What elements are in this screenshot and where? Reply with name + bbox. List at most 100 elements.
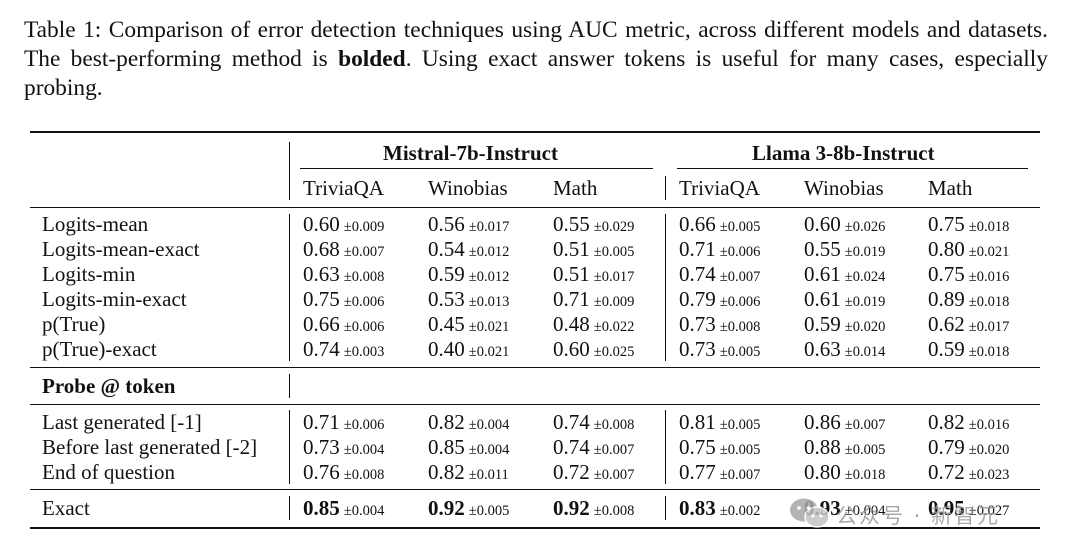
auc-std: ±0.023 [968, 467, 1010, 483]
auc-value: 0.59 [804, 312, 841, 336]
auc-std: ±0.021 [468, 319, 510, 335]
auc-value: 0.68 [303, 237, 340, 261]
table-cell: 0.75 ±0.018 [928, 212, 1009, 239]
auc-std: ±0.005 [719, 344, 761, 360]
block-a-divider-mid [665, 214, 667, 361]
auc-std: ±0.005 [719, 442, 761, 458]
auc-std: ±0.004 [844, 503, 886, 519]
table-cell: 0.51 ±0.017 [553, 262, 634, 289]
table-cell: 0.72 ±0.007 [553, 460, 634, 487]
auc-std: ±0.004 [343, 442, 385, 458]
caption-part2: . Using exact answer tokens is useful fo… [24, 46, 1048, 101]
auc-value: 0.82 [928, 410, 965, 434]
table-cell: 0.74 ±0.007 [553, 435, 634, 462]
auc-value: 0.76 [303, 460, 340, 484]
row-label: Before last generated [-2] [42, 435, 258, 459]
table-cell: 0.63 ±0.008 [303, 262, 384, 289]
auc-std: ±0.006 [343, 294, 385, 310]
auc-value: 0.54 [428, 237, 465, 261]
table-cell: 0.62 ±0.017 [928, 312, 1009, 339]
group-underline-mistral [300, 168, 653, 169]
auc-value: 0.40 [428, 337, 465, 361]
table-cell: 0.60 ±0.025 [553, 337, 634, 364]
table-cell: 0.81 ±0.005 [679, 410, 760, 437]
auc-std: ±0.012 [468, 269, 510, 285]
header-divider-left [289, 142, 291, 200]
auc-std: ±0.006 [343, 319, 385, 335]
auc-std: ±0.003 [343, 344, 385, 360]
table-cell: 0.85 ±0.004 [303, 496, 384, 523]
auc-value: 0.80 [928, 237, 965, 261]
auc-std: ±0.004 [468, 417, 510, 433]
table-cell: 0.75 ±0.016 [928, 262, 1009, 289]
auc-value: 0.63 [303, 262, 340, 286]
auc-value: 0.74 [553, 410, 590, 434]
auc-value: 0.86 [804, 410, 841, 434]
auc-value: 0.71 [303, 410, 340, 434]
table-cell: 0.60 ±0.009 [303, 212, 384, 239]
auc-value: 0.73 [679, 337, 716, 361]
bottom-rule [30, 527, 1040, 529]
auc-std: ±0.007 [343, 244, 385, 260]
auc-value: 0.89 [928, 287, 965, 311]
block-a-divider-left [289, 214, 291, 361]
auc-value: 0.72 [928, 460, 965, 484]
auc-std: ±0.007 [593, 467, 635, 483]
table-cell: 0.66 ±0.006 [303, 312, 384, 339]
table-cell: 0.45 ±0.021 [428, 312, 509, 339]
table-cell: 0.92 ±0.008 [553, 496, 634, 523]
auc-std: ±0.009 [343, 219, 385, 235]
row-label: Last generated [-1] [42, 410, 202, 434]
auc-value: 0.59 [928, 337, 965, 361]
header-rule [30, 207, 1040, 208]
auc-value: 0.81 [679, 410, 716, 434]
auc-value: 0.73 [679, 312, 716, 336]
auc-value: 0.79 [679, 287, 716, 311]
auc-std: ±0.005 [844, 442, 886, 458]
auc-std: ±0.008 [719, 319, 761, 335]
row-label: Exact [42, 496, 90, 520]
auc-value: 0.55 [553, 212, 590, 236]
auc-value: 0.66 [303, 312, 340, 336]
auc-std: ±0.014 [844, 344, 886, 360]
auc-std: ±0.007 [719, 269, 761, 285]
table-cell: 0.83 ±0.002 [679, 496, 760, 523]
auc-value: 0.71 [553, 287, 590, 311]
row-label: Logits-mean-exact [42, 237, 200, 261]
exact-rule [30, 489, 1040, 490]
group-header-mistral: Mistral-7b-Instruct [383, 141, 558, 165]
auc-std: ±0.021 [468, 344, 510, 360]
auc-value: 0.53 [428, 287, 465, 311]
caption-bold: bolded [338, 46, 406, 72]
table-cell: 0.72 ±0.023 [928, 460, 1009, 487]
auc-std: ±0.029 [593, 219, 635, 235]
auc-std: ±0.016 [968, 417, 1010, 433]
table-cell: 0.80 ±0.021 [928, 237, 1009, 264]
auc-std: ±0.007 [719, 467, 761, 483]
section-rule-top [30, 367, 1040, 368]
auc-value: 0.92 [428, 496, 465, 520]
auc-value: 0.75 [928, 212, 965, 236]
table-cell: 0.89 ±0.018 [928, 287, 1009, 314]
table-cell: 0.82 ±0.011 [428, 460, 509, 487]
section-rule-bottom [30, 404, 1040, 405]
auc-value: 0.55 [804, 237, 841, 261]
auc-value: 0.60 [303, 212, 340, 236]
auc-value: 0.74 [303, 337, 340, 361]
table-cell: 0.74 ±0.008 [553, 410, 634, 437]
auc-std: ±0.002 [719, 503, 761, 519]
auc-value: 0.61 [804, 262, 841, 286]
auc-value: 0.59 [428, 262, 465, 286]
auc-std: ±0.005 [719, 219, 761, 235]
auc-value: 0.82 [428, 460, 465, 484]
table-cell: 0.59 ±0.018 [928, 337, 1009, 364]
table-cell: 0.92 ±0.005 [428, 496, 509, 523]
block-b-divider-left [289, 410, 291, 484]
table-cell: 0.54 ±0.012 [428, 237, 509, 264]
table-cell: 0.61 ±0.024 [804, 262, 885, 289]
table-cell: 0.86 ±0.007 [804, 410, 885, 437]
auc-std: ±0.017 [468, 219, 510, 235]
auc-value: 0.95 [928, 496, 965, 520]
dataset-header: Winobias [428, 176, 508, 200]
auc-std: ±0.007 [844, 417, 886, 433]
